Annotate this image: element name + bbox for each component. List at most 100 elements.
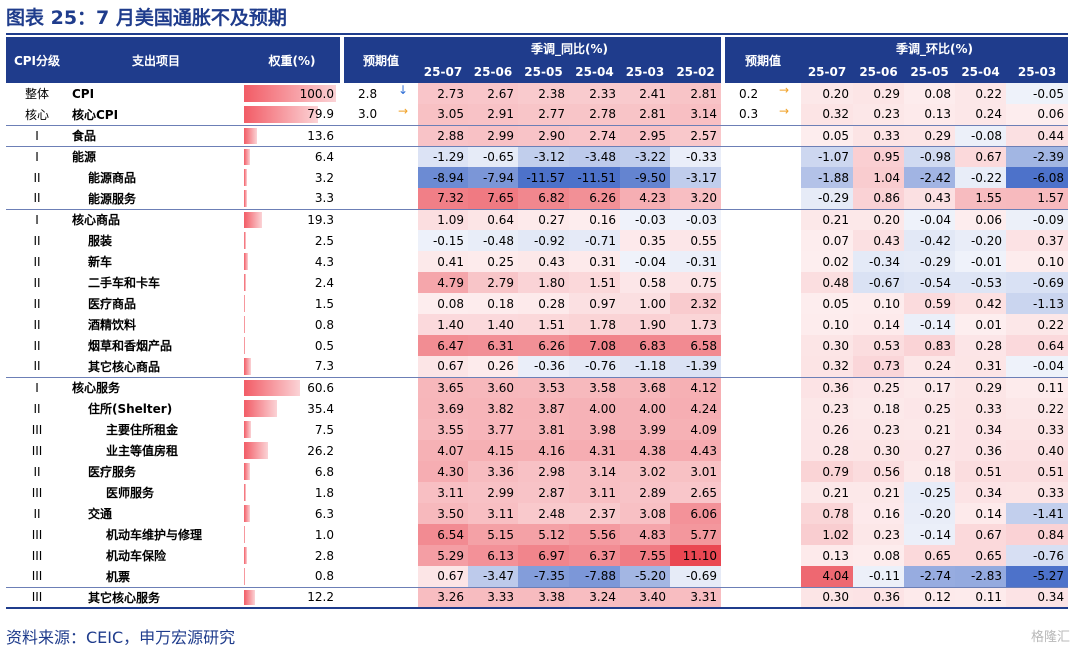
cpi-level-cell: III [31, 485, 43, 500]
yoy-value-cell: 2.81 [670, 83, 722, 104]
cpi-level-cell: III [31, 443, 43, 458]
expected-mom-cell [725, 251, 801, 272]
expected-mom-cell [725, 314, 801, 335]
source-note: 资料来源：CEIC，申万宏源研究 [6, 628, 236, 647]
mom-value-cell: 0.79 [801, 461, 854, 482]
yoy-value-cell: 2.87 [518, 482, 569, 503]
expected-mom-cell [725, 272, 801, 293]
yoy-value-cell: 2.98 [518, 461, 569, 482]
expected-mom-cell [725, 586, 802, 609]
yoy-value-cell: 2.77 [518, 104, 569, 125]
yoy-value-cell: 3.40 [620, 586, 670, 609]
expected-yoy-cell: 2.8 ↓ [344, 83, 418, 104]
mom-value-cell: -0.05 [1006, 83, 1069, 104]
weight-value: 6.4 [314, 149, 334, 164]
table-row: I 能源 6.4 -1.29 -0.65 -3.12 -3.48 -3.22 -0.33 -1.0… [6, 145, 1069, 167]
expected-yoy-cell [344, 230, 418, 251]
yoy-value-cell: 2.38 [518, 83, 569, 104]
expected-yoy-cell [344, 545, 418, 566]
expected-yoy-cell [344, 440, 418, 461]
yoy-value-cell: -3.47 [468, 566, 518, 587]
yoy-value-cell: 2.73 [418, 83, 468, 104]
mom-value-cell: 1.55 [955, 188, 1007, 209]
mom-value-cell: -2.83 [955, 566, 1007, 587]
mom-value-cell: 0.22 [1006, 314, 1069, 335]
mom-value-cell: 0.10 [801, 314, 854, 335]
header-mom-group: 季调_环比(%) [801, 37, 1069, 60]
mom-value-cell: -0.09 [1006, 208, 1069, 230]
arrow-down-icon: ↓ [398, 83, 409, 97]
mom-value-cell: 0.67 [955, 524, 1007, 545]
item-name-cell: 二手车和卡车 [88, 276, 161, 290]
yoy-value-cell: 4.24 [670, 398, 722, 419]
mom-value-cell: 0.26 [801, 419, 854, 440]
mom-value-cell: 0.18 [904, 461, 956, 482]
yoy-value-cell: 0.16 [569, 208, 620, 230]
yoy-value-cell: 0.67 [418, 566, 468, 587]
yoy-value-cell: 2.95 [620, 124, 670, 146]
yoy-value-cell: 3.05 [418, 104, 468, 125]
yoy-value-cell: 4.07 [418, 440, 468, 461]
mom-value-cell: 1.02 [801, 524, 854, 545]
cpi-level-cell: 整体 [24, 87, 49, 101]
column-gap [340, 145, 344, 167]
weight-cell: 0.8 [244, 566, 340, 587]
yoy-value-cell: 4.83 [620, 524, 670, 545]
weight-cell: 7.3 [244, 356, 340, 377]
yoy-value-cell: -0.03 [670, 208, 722, 230]
expected-yoy-cell [344, 124, 418, 146]
yoy-value-cell: 2.79 [468, 272, 518, 293]
weight-value: 35.4 [307, 401, 334, 416]
expected-yoy-cell [344, 314, 418, 335]
weight-value: 1.5 [314, 296, 334, 311]
expected-yoy-cell [344, 167, 418, 188]
yoy-value-cell: 0.28 [518, 293, 569, 314]
expected-mom-cell [725, 566, 801, 587]
yoy-value-cell: -3.17 [670, 167, 722, 188]
expected-mom-cell [725, 524, 801, 545]
weight-bar [244, 253, 248, 270]
mom-value-cell: -6.08 [1006, 167, 1069, 188]
yoy-value-cell: 4.16 [518, 440, 569, 461]
yoy-value-cell: 3.68 [620, 376, 670, 398]
yoy-value-cell: -9.50 [620, 167, 670, 188]
item-name-cell: 能源 [68, 145, 244, 167]
weight-cell: 7.5 [244, 419, 340, 440]
item-name-cell: 能源商品 [88, 171, 137, 185]
column-gap [340, 124, 344, 146]
mom-value-cell: -0.42 [904, 230, 956, 251]
cpi-level-cell: II [33, 464, 41, 479]
weight-value: 100.0 [299, 86, 334, 101]
mom-value-cell: 0.18 [853, 398, 905, 419]
yoy-value-cell: 11.10 [670, 545, 722, 566]
yoy-value-cell: 1.40 [418, 314, 468, 335]
weight-bar [244, 442, 269, 459]
yoy-value-cell: 5.12 [518, 524, 569, 545]
header-expected-yoy: 预期值 [344, 37, 418, 83]
mom-value-cell: 0.64 [1006, 335, 1069, 356]
weight-cell: 26.2 [244, 440, 340, 461]
yoy-value-cell: 4.00 [620, 398, 670, 419]
yoy-value-cell: 3.69 [418, 398, 468, 419]
table-row: II 烟草和香烟产品 0.5 6.47 6.31 6.26 7.08 6.83 6.58 0.30… [6, 335, 1069, 356]
weight-bar [244, 400, 277, 417]
mom-value-cell: 0.10 [853, 293, 905, 314]
table-row: 核心 核心CPI 79.9 3.0 → 3.05 2.91 2.77 2.78 2.81 3.14 0… [6, 104, 1069, 125]
table-row: III 机动车维护与修理 1.0 6.54 5.15 5.12 5.56 4.83 5.77 1.… [6, 524, 1069, 545]
yoy-value-cell: 2.88 [418, 124, 468, 146]
mom-value-cell: -1.07 [801, 145, 854, 167]
mom-value-cell: 0.67 [955, 145, 1007, 167]
arrow-right-icon: → [779, 104, 790, 118]
header-yoy-period: 25-03 [620, 60, 670, 83]
mom-value-cell: 0.23 [853, 419, 905, 440]
mom-value-cell: 0.48 [801, 272, 854, 293]
yoy-value-cell: 6.83 [620, 335, 670, 356]
header-yoy-period: 25-02 [670, 60, 722, 83]
yoy-value-cell: -0.15 [418, 230, 468, 251]
yoy-value-cell: 3.55 [418, 419, 468, 440]
table-row: II 新车 4.3 0.41 0.25 0.43 0.31 -0.04 -0.31 0.02 -0.… [6, 251, 1069, 272]
mom-value-cell: 0.24 [955, 104, 1007, 125]
mom-value-cell: 0.78 [801, 503, 854, 524]
table-row: III 其它核心服务 12.2 3.26 3.33 3.38 3.24 3.40 3.31 0.3… [6, 586, 1069, 609]
expected-yoy-cell [344, 208, 418, 230]
